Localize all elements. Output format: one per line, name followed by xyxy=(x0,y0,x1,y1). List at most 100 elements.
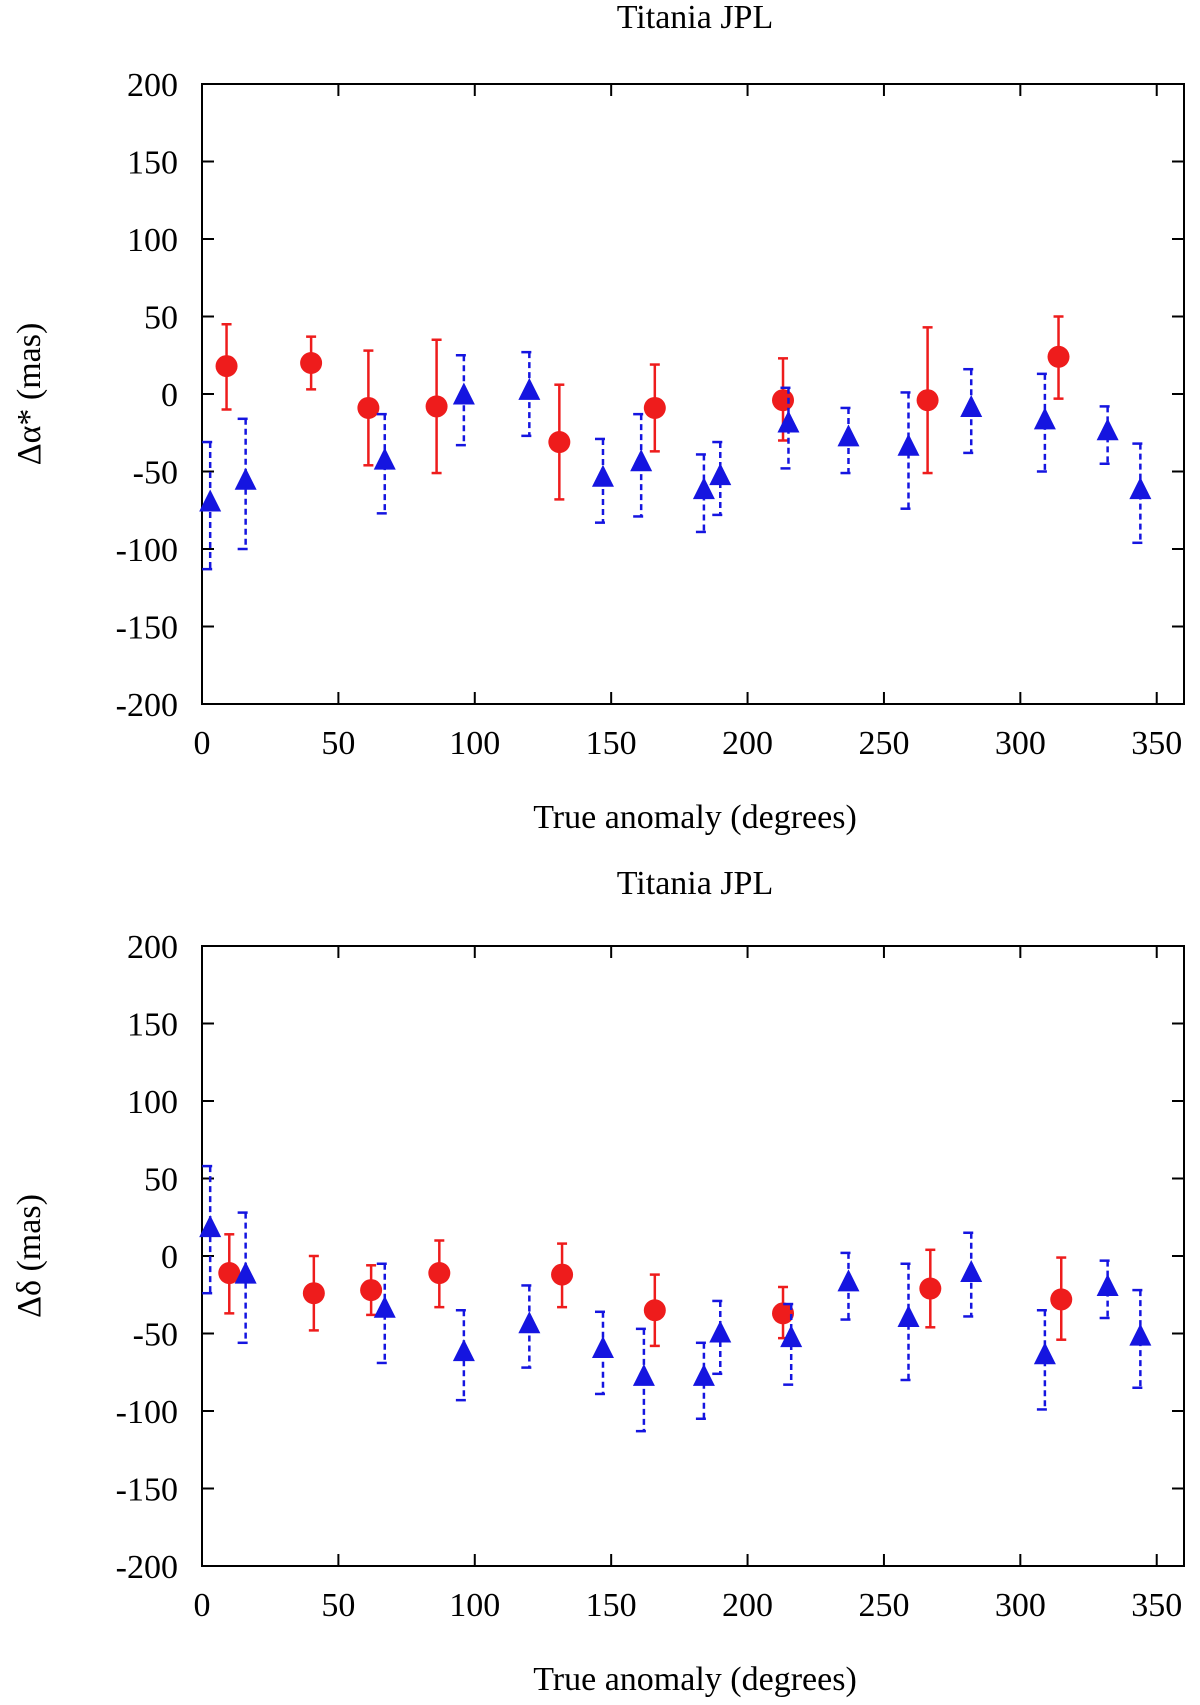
circle-marker xyxy=(919,1277,942,1300)
triangle-marker xyxy=(199,489,222,512)
bottom-y-tick-label: 50 xyxy=(144,1162,178,1199)
circle-marker xyxy=(772,389,795,412)
top-triangle-point xyxy=(960,367,983,455)
top-circle-point xyxy=(916,326,939,475)
top-x-tick-label: 50 xyxy=(321,725,355,762)
circle-marker xyxy=(357,396,380,419)
top-triangle-point xyxy=(199,440,222,571)
bottom-y-tick-label: -100 xyxy=(116,1394,178,1431)
bottom-triangle-point xyxy=(837,1251,860,1321)
triangle-marker xyxy=(591,464,614,487)
top-triangle-point xyxy=(630,412,653,518)
bottom-triangle-point xyxy=(518,1284,541,1369)
top-y-tick-label: -150 xyxy=(116,610,178,647)
bottom-triangle-point xyxy=(692,1341,715,1420)
triangle-marker xyxy=(630,449,653,472)
top-y-tick-label: -50 xyxy=(133,455,178,492)
top-chart-x-axis-label: True anomaly (degrees) xyxy=(533,799,857,836)
bottom-triangle-point xyxy=(1033,1309,1056,1411)
top-y-tick-label: 200 xyxy=(127,67,178,104)
triangle-marker xyxy=(234,1261,257,1284)
bottom-x-tick-label: 100 xyxy=(449,1587,500,1624)
bottom-triangle-point xyxy=(780,1302,803,1386)
bottom-x-tick-label: 150 xyxy=(586,1587,637,1624)
top-triangle-point xyxy=(452,354,475,447)
triangle-marker xyxy=(234,467,257,490)
triangle-marker xyxy=(897,433,920,456)
triangle-marker xyxy=(837,424,860,447)
top-y-tick-label: 150 xyxy=(127,145,178,182)
bottom-y-tick-label: 100 xyxy=(127,1084,178,1121)
triangle-marker xyxy=(777,410,800,433)
top-chart-y-axis-label: Δα* (mas) xyxy=(11,323,48,466)
circle-marker xyxy=(215,355,238,378)
triangle-marker xyxy=(373,1295,396,1318)
bottom-x-tick-label: 350 xyxy=(1131,1587,1182,1624)
circle-marker xyxy=(643,1299,666,1322)
triangle-marker xyxy=(518,1311,541,1334)
bottom-chart-x-axis-label: True anomaly (degrees) xyxy=(533,1661,857,1698)
bottom-circle-point xyxy=(302,1254,325,1332)
top-triangle-point xyxy=(692,453,715,534)
top-circle-point xyxy=(1047,315,1070,400)
top-circle-point xyxy=(300,335,323,391)
top-y-tick-label: -100 xyxy=(116,532,178,569)
top-triangle-point xyxy=(1096,405,1119,465)
top-x-tick-label: 100 xyxy=(449,725,500,762)
triangle-marker xyxy=(837,1269,860,1292)
bottom-circle-point xyxy=(919,1248,942,1329)
triangle-marker xyxy=(1096,1274,1119,1296)
bottom-y-tick-label: 0 xyxy=(161,1239,178,1276)
circle-marker xyxy=(425,395,448,418)
top-x-tick-label: 300 xyxy=(995,725,1046,762)
top-x-tick-label: 250 xyxy=(858,725,909,762)
top-x-tick-label: 0 xyxy=(194,725,211,762)
triangle-marker xyxy=(452,1339,475,1362)
top-x-tick-label: 200 xyxy=(722,725,773,762)
circle-marker xyxy=(1047,345,1070,368)
bottom-triangle-point xyxy=(960,1231,983,1318)
bottom-y-tick-label: -50 xyxy=(133,1317,178,1354)
triangle-marker xyxy=(709,1320,732,1343)
triangle-marker xyxy=(692,1363,715,1386)
top-circle-point xyxy=(357,349,380,467)
top-y-tick-label: 50 xyxy=(144,300,178,337)
triangle-marker xyxy=(1033,407,1056,430)
top-circle-point xyxy=(425,338,448,475)
triangle-marker xyxy=(1129,1323,1152,1346)
top-triangle-point xyxy=(897,391,920,510)
top-triangle-point xyxy=(373,412,396,515)
bottom-circle-point xyxy=(772,1285,795,1340)
triangle-marker xyxy=(709,463,732,486)
bottom-triangle-point xyxy=(452,1309,475,1402)
top-y-tick-label: 0 xyxy=(161,377,178,414)
top-chart-marks xyxy=(199,315,1152,571)
triangle-marker xyxy=(518,377,541,400)
bottom-triangle-point xyxy=(1129,1288,1152,1389)
circle-marker xyxy=(772,1302,795,1325)
bottom-triangle-point xyxy=(897,1262,920,1382)
bottom-x-tick-label: 250 xyxy=(858,1587,909,1624)
triangle-marker xyxy=(632,1363,655,1386)
circle-marker xyxy=(1050,1288,1073,1311)
top-triangle-point xyxy=(777,386,800,470)
top-y-tick-label: 100 xyxy=(127,222,178,259)
triangle-marker xyxy=(1096,418,1119,441)
bottom-chart-plot-frame xyxy=(201,945,1185,1567)
top-triangle-point xyxy=(1033,372,1056,473)
top-x-tick-label: 150 xyxy=(586,725,637,762)
bottom-circle-point xyxy=(428,1239,451,1309)
bottom-x-tick-label: 200 xyxy=(722,1587,773,1624)
top-circle-point xyxy=(215,323,238,411)
circle-marker xyxy=(300,352,323,374)
bottom-triangle-point xyxy=(1096,1259,1119,1320)
triangle-marker xyxy=(373,447,396,470)
top-chart-title: Titania JPL xyxy=(617,0,774,36)
circle-marker xyxy=(428,1262,451,1285)
triangle-marker xyxy=(692,477,715,500)
triangle-marker xyxy=(780,1325,803,1348)
triangle-marker xyxy=(1033,1342,1056,1365)
bottom-y-tick-label: -200 xyxy=(116,1549,178,1586)
top-triangle-point xyxy=(837,406,860,475)
circle-marker xyxy=(302,1282,325,1305)
